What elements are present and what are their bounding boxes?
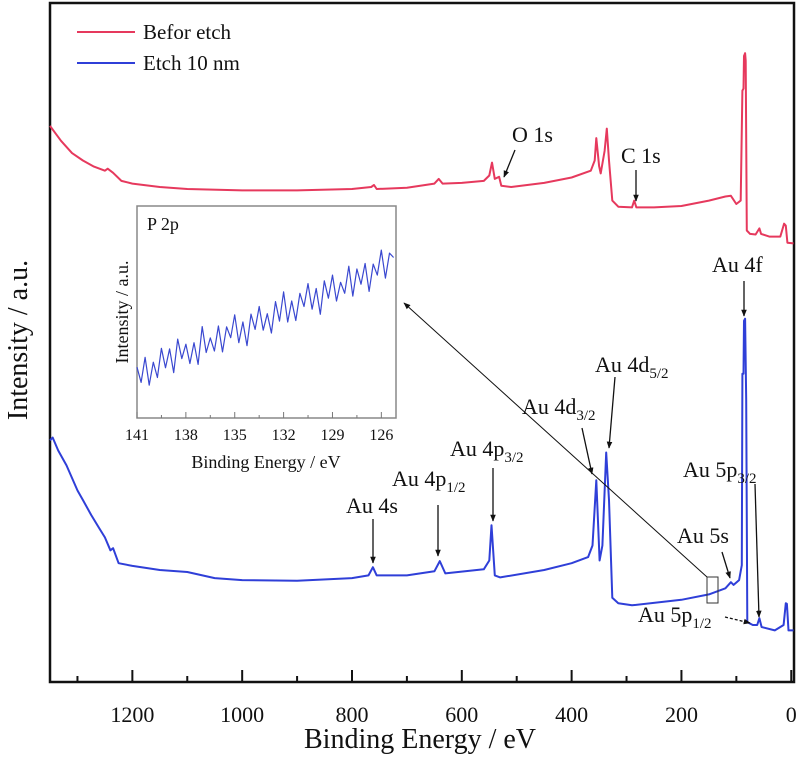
inset-series-line — [136, 249, 395, 386]
x-tick-label: 800 — [335, 702, 368, 727]
arrow-au5p32 — [754, 483, 762, 618]
y-axis-title: Intensity / a.u. — [3, 260, 34, 420]
annotation-c1s: C 1s — [621, 143, 661, 168]
inset-y-axis-title: Intensity / a.u. — [112, 261, 132, 364]
x-tick-label: 0 — [786, 702, 797, 727]
x-tick-label: 132 — [272, 427, 296, 444]
annotation-au5s: Au 5s — [677, 523, 729, 548]
x-tick-label: 138 — [174, 427, 198, 444]
inset-connector-arrow — [403, 302, 708, 578]
plot-frame — [48, 1, 796, 684]
annotation-au4p32: Au 4p3/2 — [450, 436, 524, 466]
x-tick-label: 200 — [665, 702, 698, 727]
series-lines — [49, 52, 794, 632]
x-tick-label: 129 — [320, 427, 344, 444]
legend-label-etch-10nm: Etch 10 nm — [143, 51, 240, 75]
arrow-au4d32 — [581, 427, 594, 475]
x-tick-label: 1200 — [110, 702, 154, 727]
x-tick-label: 135 — [223, 427, 247, 444]
annotation-au4f: Au 4f — [712, 252, 763, 277]
inset-x-axis-ticks: 141 138 135 132 129 126 — [125, 412, 393, 444]
annotation-au4p12: Au 4p1/2 — [392, 466, 466, 496]
series-line-etch-10-nm — [49, 317, 794, 632]
inset-frame — [136, 205, 397, 419]
series-line-0 — [136, 249, 395, 386]
arrow-o1s — [503, 149, 516, 178]
arrow-au5s — [721, 551, 731, 579]
legend: Befor etch Etch 10 nm — [77, 20, 240, 75]
arrow-au5p12 — [724, 616, 751, 625]
inset-p2p: 141 138 135 132 129 126 P 2p Binding Energy /… — [112, 205, 397, 472]
x-tick-label: 1000 — [220, 702, 264, 727]
arrow-au4d52 — [606, 376, 616, 449]
x-axis-title: Binding Energy / eV — [304, 724, 536, 755]
zoom-region-box — [706, 576, 719, 604]
annotation-au5p12: Au 5p1/2 — [638, 602, 712, 632]
annotation-au4d32: Au 4d3/2 — [522, 394, 596, 424]
x-tick-label: 600 — [445, 702, 478, 727]
x-tick-label: 126 — [369, 427, 393, 444]
peak-annotations: O 1s C 1s Au 4f Au 4d5/2 Au 4d3/2 Au 4p3… — [346, 122, 763, 632]
annotation-au5p32: Au 5p3/2 — [683, 457, 757, 487]
annotation-au4d52: Au 4d5/2 — [595, 352, 669, 382]
x-tick-label: 141 — [125, 427, 149, 444]
annotation-au4s: Au 4s — [346, 493, 398, 518]
series-line-befor-etch — [49, 52, 794, 245]
inset-title: P 2p — [147, 214, 179, 234]
x-axis-ticks: 1200 1000 800 600 400 200 0 — [76, 670, 797, 727]
inset-x-axis-title: Binding Energy / eV — [191, 452, 340, 472]
x-tick-label: 400 — [555, 702, 588, 727]
legend-label-befor-etch: Befor etch — [143, 20, 232, 44]
annotation-o1s: O 1s — [512, 122, 553, 147]
